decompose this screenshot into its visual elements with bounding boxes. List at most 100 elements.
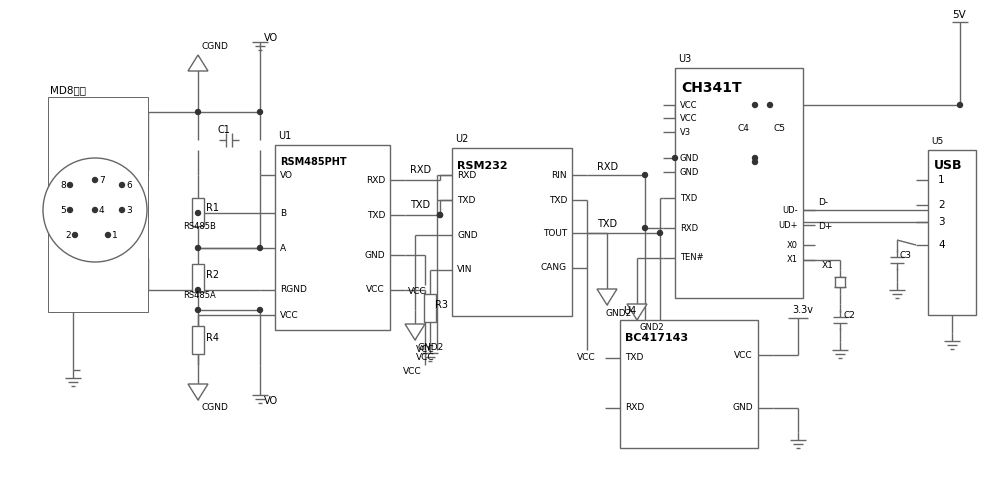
Circle shape <box>196 210 200 216</box>
Circle shape <box>196 109 200 115</box>
Text: TXD: TXD <box>549 196 567 205</box>
Text: MD8插头: MD8插头 <box>50 85 86 95</box>
Circle shape <box>92 207 98 213</box>
Text: 4: 4 <box>938 240 945 250</box>
Text: VCC: VCC <box>680 100 698 109</box>
Circle shape <box>120 183 124 187</box>
Text: UD+: UD+ <box>778 220 798 229</box>
Bar <box>192 326 204 354</box>
Text: 7: 7 <box>99 175 105 185</box>
Text: R2: R2 <box>206 270 219 280</box>
Text: C5: C5 <box>773 123 785 132</box>
Text: BC417143: BC417143 <box>625 333 688 343</box>
Text: TXD: TXD <box>410 200 430 210</box>
Text: VCC: VCC <box>280 311 299 319</box>
Bar <box>452 148 572 316</box>
Circle shape <box>258 307 262 313</box>
Text: GND: GND <box>732 403 753 413</box>
Bar <box>835 277 845 287</box>
Text: GND: GND <box>680 153 699 163</box>
Text: RXD: RXD <box>597 162 618 172</box>
Text: RSM485PHT: RSM485PHT <box>280 157 347 167</box>
Circle shape <box>258 109 262 115</box>
Text: RXD: RXD <box>366 175 385 185</box>
Circle shape <box>120 207 124 213</box>
Bar <box>192 198 204 226</box>
Text: D+: D+ <box>818 221 832 230</box>
Bar <box>928 150 976 315</box>
Bar <box>675 68 803 298</box>
Text: GND2: GND2 <box>605 308 631 317</box>
Text: GND: GND <box>680 167 699 176</box>
Text: 5: 5 <box>60 206 66 215</box>
Text: RXD: RXD <box>457 171 476 180</box>
Circle shape <box>438 213 442 217</box>
Bar <box>275 145 390 330</box>
Circle shape <box>642 173 648 177</box>
Text: TXD: TXD <box>625 354 643 362</box>
Text: 3: 3 <box>938 217 945 227</box>
Text: X0: X0 <box>787 240 798 250</box>
Text: TXD: TXD <box>680 194 697 203</box>
Text: X1: X1 <box>822 261 834 270</box>
Text: GND2: GND2 <box>418 344 444 352</box>
Circle shape <box>196 287 200 293</box>
Text: B: B <box>280 208 286 217</box>
Text: TOUT: TOUT <box>543 228 567 238</box>
Circle shape <box>438 213 442 217</box>
Text: U1: U1 <box>278 131 291 141</box>
Circle shape <box>768 102 772 108</box>
Text: U4: U4 <box>623 306 636 316</box>
Circle shape <box>958 102 962 108</box>
Text: RGND: RGND <box>280 285 307 294</box>
Text: U2: U2 <box>455 134 468 144</box>
Text: 1: 1 <box>112 230 118 239</box>
Text: RS485A: RS485A <box>183 291 216 300</box>
Text: U3: U3 <box>678 54 691 64</box>
Text: 2: 2 <box>938 200 945 210</box>
Text: TEN#: TEN# <box>680 253 704 262</box>
Circle shape <box>258 246 262 250</box>
Polygon shape <box>188 384 208 400</box>
Text: TXD: TXD <box>367 210 385 219</box>
Text: VCC: VCC <box>577 352 596 361</box>
Text: CGND: CGND <box>202 42 229 51</box>
Bar <box>48 97 148 312</box>
Circle shape <box>68 207 72 213</box>
Text: UD-: UD- <box>782 206 798 215</box>
Text: C3: C3 <box>900 250 912 260</box>
Circle shape <box>753 160 758 164</box>
Circle shape <box>642 226 648 230</box>
Text: TXD: TXD <box>597 219 617 229</box>
Text: GND: GND <box>457 230 478 239</box>
Text: 6: 6 <box>126 181 132 189</box>
Text: TXD: TXD <box>457 196 475 205</box>
Text: VO: VO <box>264 396 278 406</box>
Text: 4: 4 <box>99 206 105 215</box>
Circle shape <box>196 246 200 250</box>
Polygon shape <box>405 324 425 340</box>
Text: VCC: VCC <box>734 350 753 359</box>
Text: VCC: VCC <box>416 346 434 355</box>
Circle shape <box>672 155 678 161</box>
Circle shape <box>753 102 758 108</box>
Circle shape <box>92 177 98 183</box>
Text: 8: 8 <box>60 181 66 189</box>
Circle shape <box>106 232 110 238</box>
Text: RIN: RIN <box>551 171 567 180</box>
Circle shape <box>753 155 758 161</box>
Text: VCC: VCC <box>408 287 427 296</box>
Text: VCC: VCC <box>680 113 698 122</box>
Circle shape <box>43 158 147 262</box>
Text: U5: U5 <box>931 137 943 145</box>
Text: RXD: RXD <box>625 403 644 413</box>
Text: CANG: CANG <box>541 263 567 272</box>
Text: 5V: 5V <box>952 10 966 20</box>
Polygon shape <box>188 55 208 71</box>
Bar <box>424 294 436 322</box>
Circle shape <box>196 307 200 313</box>
Text: USB: USB <box>934 159 962 172</box>
Bar <box>620 320 758 448</box>
Text: VCC: VCC <box>416 352 434 361</box>
Text: X1: X1 <box>787 256 798 264</box>
